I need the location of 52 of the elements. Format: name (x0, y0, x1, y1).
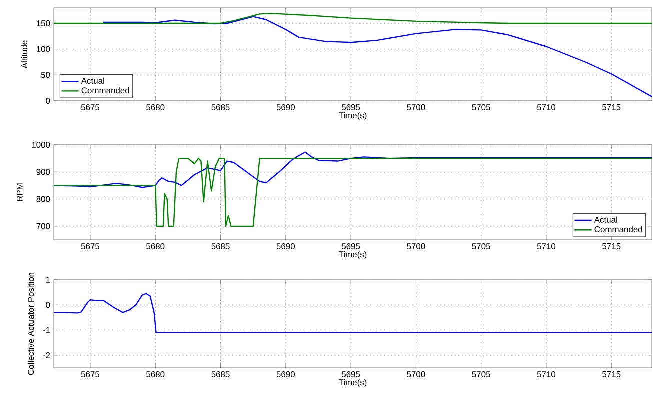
y-tick-label: 0 (46, 98, 50, 104)
y-axis-title: Altitude (21, 40, 28, 69)
y-tick-label: 150 (36, 20, 50, 26)
x-tick-label: 5715 (602, 372, 621, 378)
x-axis-title: Time(s) (339, 112, 367, 120)
line-series (54, 293, 652, 334)
y-axis-title: RPM (16, 184, 23, 202)
y-tick-label: 50 (41, 72, 50, 78)
line-series (54, 158, 652, 228)
x-tick-label: 5695 (342, 372, 360, 378)
y-tick-label: 100 (36, 46, 50, 52)
x-tick-label: 5700 (407, 244, 426, 250)
x-tick-label: 5715 (602, 104, 621, 110)
y-tick-label: 800 (36, 196, 50, 202)
x-tick-label: 5710 (537, 244, 556, 250)
y-tick-label: -2 (43, 352, 50, 358)
x-tick-label: 5705 (472, 372, 490, 378)
y-tick-label: 900 (36, 169, 50, 176)
y-tick-label: 0 (46, 302, 50, 308)
x-axis-title: Time(s) (339, 379, 367, 388)
legend-label: Commanded (594, 226, 642, 233)
x-tick-label: 5715 (602, 244, 621, 250)
x-tick-label: 5680 (146, 104, 165, 111)
y-tick-label: 1 (46, 277, 50, 283)
x-tick-label: 5675 (81, 372, 100, 378)
x-tick-label: 5695 (342, 244, 360, 250)
x-tick-label: 5685 (212, 104, 230, 111)
x-tick-label: 5690 (276, 372, 295, 378)
x-tick-label: 5705 (472, 104, 490, 111)
x-tick-label: 5705 (472, 244, 490, 250)
x-tick-label: 5675 (81, 104, 100, 111)
legend-label: Commanded (82, 87, 130, 94)
x-tick-label: 5710 (537, 104, 556, 111)
x-axis-title: Time(s) (339, 251, 367, 260)
x-tick-label: 5700 (407, 372, 426, 378)
y-tick-label: 1000 (32, 142, 50, 148)
x-tick-label: 5690 (276, 244, 295, 250)
x-tick-label: 5680 (146, 244, 165, 250)
x-tick-label: 5700 (407, 104, 426, 111)
x-tick-label: 5685 (212, 372, 230, 378)
x-tick-label: 5680 (146, 372, 165, 378)
legend-label: Actual (81, 78, 104, 84)
x-tick-label: 5695 (342, 104, 360, 111)
x-tick-label: 5675 (81, 244, 100, 250)
y-tick-label: -1 (43, 327, 50, 334)
y-axis-title: Collective Actuator Position (28, 273, 34, 376)
legend-label: Actual (594, 216, 618, 223)
x-tick-label: 5710 (537, 372, 556, 378)
line-series (54, 13, 652, 24)
y-tick-label: 700 (36, 223, 50, 230)
x-tick-label: 5690 (276, 104, 295, 111)
x-tick-label: 5685 (212, 244, 230, 250)
